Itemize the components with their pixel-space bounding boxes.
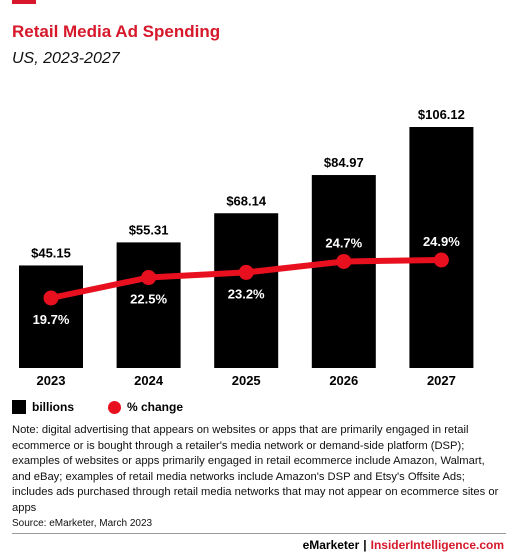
percent-change-point-2024 <box>141 270 157 286</box>
bar-2027 <box>409 127 474 368</box>
accent-bar <box>12 0 36 4</box>
bar-value-label-2024: $55.31 <box>129 222 169 237</box>
emarketer-brand: eMarketer <box>302 538 360 552</box>
chart-source: Source: eMarketer, March 2023 <box>12 518 153 529</box>
bar-2025 <box>214 213 279 368</box>
percent-change-point-2023 <box>43 290 59 306</box>
chart-title: Retail Media Ad Spending <box>12 22 221 41</box>
legend-bar-label: billions <box>32 400 74 414</box>
x-tick-label-2023: 2023 <box>37 373 66 388</box>
percent-change-label-2024: 22.5% <box>130 292 167 307</box>
percent-change-label-2023: 19.7% <box>33 312 70 327</box>
legend-item-billions: billions <box>12 400 74 414</box>
bar-2024 <box>116 242 181 368</box>
bar-value-label-2023: $45.15 <box>31 245 71 260</box>
footer-branding: eMarketer | InsiderIntelligence.com <box>303 538 504 552</box>
legend-line-label: % change <box>127 400 184 414</box>
percent-change-point-2027 <box>433 252 449 268</box>
insiderintelligence-link[interactable]: InsiderIntelligence.com <box>370 538 504 552</box>
legend-bar-swatch <box>12 400 26 414</box>
percent-change-point-2026 <box>336 253 352 269</box>
bar-value-label-2026: $84.97 <box>324 155 364 170</box>
chart-subtitle: US, 2023-2027 <box>12 50 120 67</box>
footer-separator: | <box>363 538 367 552</box>
percent-change-label-2025: 23.2% <box>228 286 265 301</box>
bar-2026 <box>311 175 376 368</box>
x-tick-label-2025: 2025 <box>232 373 261 388</box>
x-tick-label-2026: 2026 <box>329 373 358 388</box>
bar-2023 <box>19 265 83 368</box>
percent-change-label-2026: 24.7% <box>325 235 362 250</box>
bar-value-label-2025: $68.14 <box>226 193 267 208</box>
legend-dot-swatch <box>108 400 121 414</box>
legend-item-percent-change: % change <box>108 400 183 414</box>
percent-change-point-2025 <box>238 264 254 280</box>
legend: billions % change <box>12 398 217 416</box>
x-tick-label-2024: 2024 <box>134 373 164 388</box>
chart-note: Note: digital advertising that appears o… <box>12 424 499 514</box>
percent-change-label-2027: 24.9% <box>423 234 460 249</box>
bar-value-label-2027: $106.12 <box>418 107 465 122</box>
footer-divider <box>12 533 506 534</box>
x-tick-label-2027: 2027 <box>427 373 456 388</box>
chart-area: $45.15 2023 $55.31 2024 $68.14 2025 $84.97 2026… <box>19 107 474 388</box>
